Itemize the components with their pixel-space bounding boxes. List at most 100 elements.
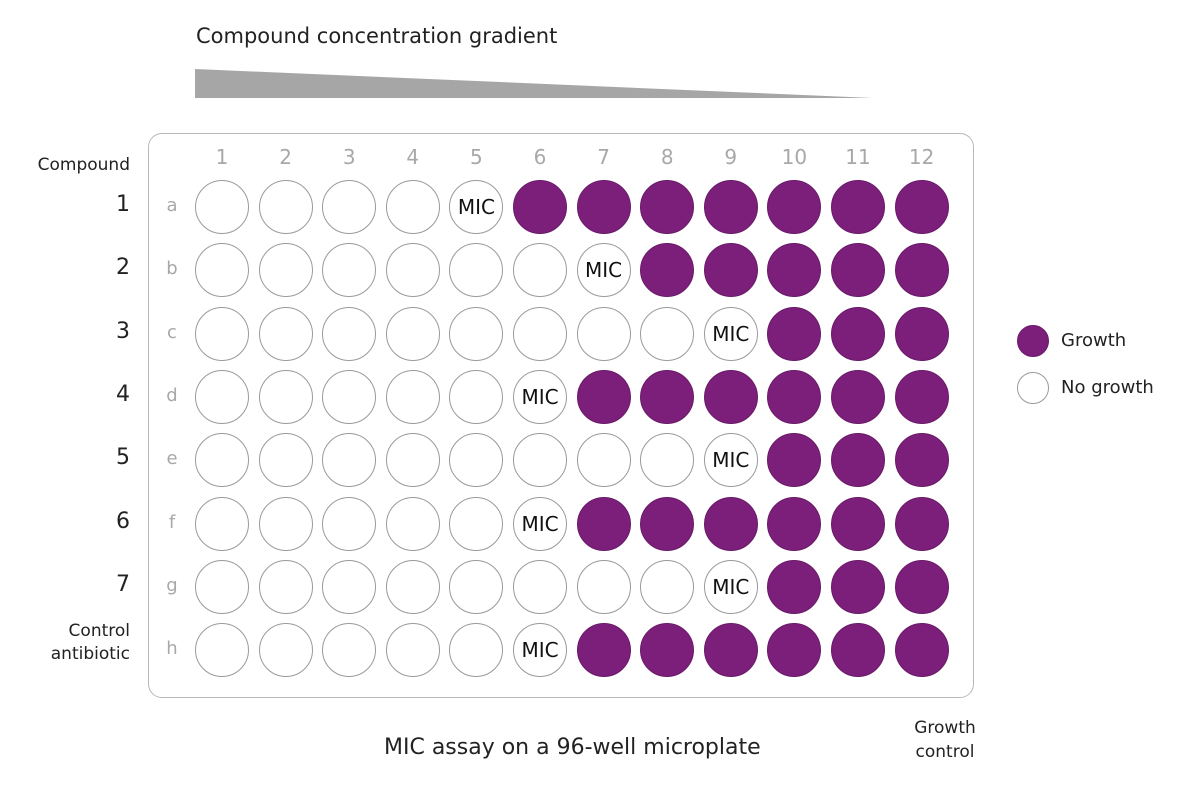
well-no-growth xyxy=(513,559,567,614)
well-growth xyxy=(767,243,822,298)
growth-control-label: Growth control xyxy=(905,716,985,764)
well-no-growth xyxy=(576,433,631,488)
row-letter: c xyxy=(167,321,177,343)
well-no-growth xyxy=(640,559,695,614)
well-no-growth xyxy=(258,623,313,678)
well-growth xyxy=(767,180,822,234)
column-number: 6 xyxy=(533,145,547,169)
well-growth xyxy=(831,623,885,678)
well-no-growth xyxy=(385,623,440,678)
growth-control-line-2: control xyxy=(915,742,975,762)
control-label-line-1: Control xyxy=(68,621,130,641)
well-mic: MIC xyxy=(513,496,567,551)
well-growth xyxy=(576,496,631,551)
gradient-title: Compound concentration gradient xyxy=(196,24,558,48)
legend-growth-label: Growth xyxy=(1061,330,1127,351)
well-no-growth xyxy=(449,369,504,424)
column-number: 3 xyxy=(342,145,356,169)
column-number: 11 xyxy=(845,145,871,169)
well-no-growth xyxy=(385,306,440,361)
well-no-growth xyxy=(385,243,440,298)
well-no-growth xyxy=(195,433,249,488)
well-growth xyxy=(640,369,695,424)
well-mic: MIC xyxy=(513,369,567,424)
column-number: 1 xyxy=(215,145,229,169)
well-growth xyxy=(703,369,758,424)
row-letter: e xyxy=(166,448,178,470)
control-antibiotic-label: Control antibiotic xyxy=(20,620,130,666)
well-no-growth xyxy=(195,496,249,551)
growth-control-line-1: Growth xyxy=(914,718,976,738)
well-growth xyxy=(703,623,758,678)
well-growth xyxy=(894,180,949,234)
well-mic: MIC xyxy=(576,243,631,298)
row-letter: a xyxy=(166,195,178,216)
well-growth xyxy=(894,243,949,298)
well-growth xyxy=(894,623,949,678)
well-no-growth xyxy=(449,306,504,361)
well-no-growth xyxy=(258,180,313,234)
well-growth xyxy=(767,369,822,424)
well-growth xyxy=(640,623,695,678)
well-growth xyxy=(831,306,885,361)
well-no-growth xyxy=(322,306,377,361)
well-no-growth xyxy=(195,180,249,234)
well-mic: MIC xyxy=(703,559,758,614)
well-no-growth xyxy=(258,433,313,488)
well-no-growth xyxy=(385,369,440,424)
well-growth xyxy=(576,180,631,234)
well-no-growth xyxy=(258,369,313,424)
well-no-growth xyxy=(640,433,695,488)
column-number: 4 xyxy=(406,145,420,169)
well-growth xyxy=(767,559,822,614)
well-mic: MIC xyxy=(449,180,504,234)
well-no-growth xyxy=(195,623,249,678)
well-no-growth xyxy=(258,306,313,361)
well-growth xyxy=(894,306,949,361)
well-growth xyxy=(767,623,822,678)
column-number: 12 xyxy=(908,145,935,169)
microplate-frame xyxy=(148,133,974,698)
compound-number: 3 xyxy=(116,318,130,344)
legend-no-growth-label: No growth xyxy=(1061,377,1154,398)
legend-growth-swatch xyxy=(1017,325,1049,357)
well-no-growth xyxy=(513,433,567,488)
compound-number: 5 xyxy=(116,445,130,471)
well-no-growth xyxy=(385,180,440,234)
well-no-growth xyxy=(449,559,504,614)
well-no-growth xyxy=(322,496,377,551)
well-no-growth xyxy=(322,243,377,298)
well-no-growth xyxy=(385,559,440,614)
compound-number: 7 xyxy=(116,571,130,597)
well-no-growth xyxy=(195,369,249,424)
well-no-growth xyxy=(576,559,631,614)
row-letter: f xyxy=(168,511,176,533)
well-growth xyxy=(894,559,949,614)
well-growth xyxy=(703,180,758,234)
well-growth xyxy=(513,180,567,234)
well-no-growth xyxy=(195,243,249,298)
well-growth xyxy=(831,180,885,234)
well-growth xyxy=(703,496,758,551)
well-no-growth xyxy=(258,496,313,551)
well-growth xyxy=(640,496,695,551)
well-no-growth xyxy=(449,433,504,488)
well-no-growth xyxy=(513,306,567,361)
well-no-growth xyxy=(258,559,313,614)
column-number: 7 xyxy=(597,145,610,169)
well-growth xyxy=(831,496,885,551)
well-no-growth xyxy=(322,559,377,614)
well-growth xyxy=(767,496,822,551)
legend-no-growth-swatch xyxy=(1017,372,1049,404)
well-growth xyxy=(767,433,822,488)
compound-number: 1 xyxy=(116,192,130,217)
control-label-line-2: antibiotic xyxy=(50,644,130,664)
well-mic: MIC xyxy=(513,623,567,678)
well-no-growth xyxy=(195,306,249,361)
well-no-growth xyxy=(258,243,313,298)
well-no-growth xyxy=(322,369,377,424)
column-number: 10 xyxy=(781,145,808,169)
well-no-growth xyxy=(513,243,567,298)
well-no-growth xyxy=(385,496,440,551)
well-no-growth xyxy=(640,306,695,361)
